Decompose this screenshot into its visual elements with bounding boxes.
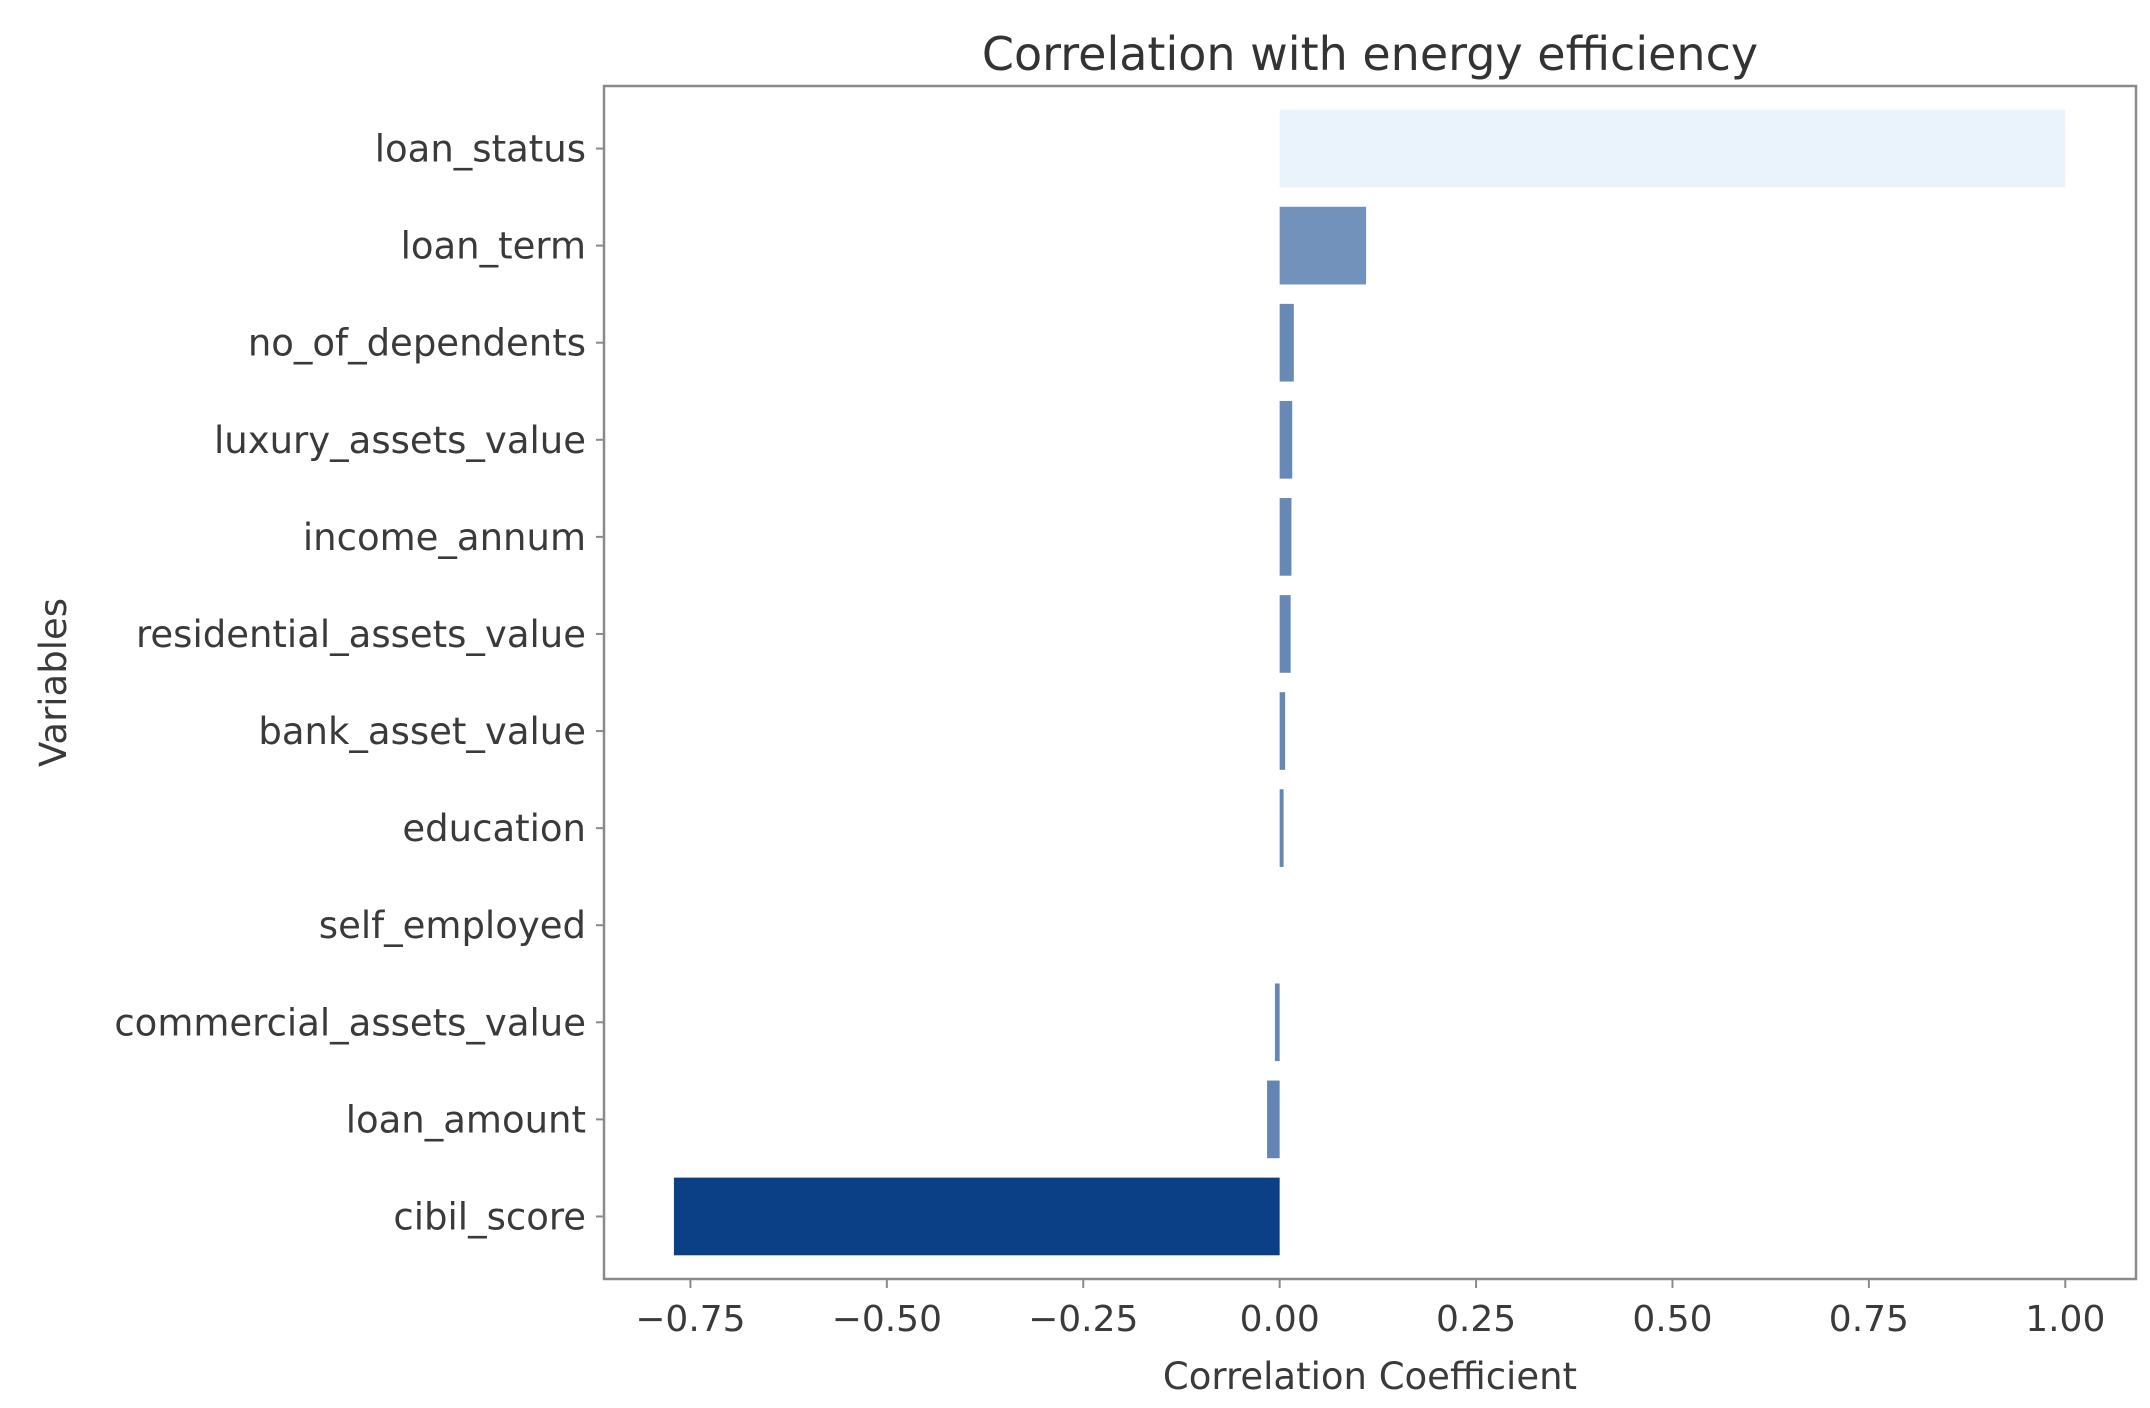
- y-tick-label: cibil_score: [393, 1195, 586, 1238]
- y-axis-title: Variables: [32, 598, 75, 767]
- y-axis: loan_status loan_term no_of_dependentsluxu…: [114, 128, 604, 1238]
- x-tick-label: 0.00: [1240, 1299, 1320, 1340]
- chart-title: Correlation with energy efficiency: [982, 27, 1758, 81]
- bar-bank-asset-value: [1279, 692, 1286, 770]
- y-tick-label: loan_status: [375, 128, 586, 171]
- x-tick-label: −0.25: [1028, 1299, 1138, 1340]
- y-tick-label: income_annum: [303, 516, 586, 559]
- bars-layer: [673, 109, 2066, 1256]
- y-tick-label: self_employed: [319, 904, 586, 947]
- y-tick-label: loan_term: [401, 225, 586, 268]
- bar-education: [1279, 789, 1284, 867]
- y-tick-label: residential_assets_value: [136, 613, 586, 656]
- y-tick-label: loan_amount: [346, 1098, 586, 1141]
- x-axis: −0.75 −0.50 −0.25 0.00 0.25 0.50 0.75 1.00: [635, 1279, 2105, 1340]
- bar-cibil-score: [673, 1177, 1280, 1256]
- x-axis-title: Correlation Coefficient: [1163, 1355, 1577, 1398]
- bar-luxury-assets-value: [1279, 400, 1293, 479]
- y-tick-label: commercial_assets_value: [114, 1001, 586, 1044]
- x-tick-label: 0.25: [1436, 1299, 1516, 1340]
- plot-frame: [602, 84, 2138, 1281]
- x-tick-label: 0.50: [1632, 1299, 1712, 1340]
- x-tick-label: 0.75: [1829, 1299, 1909, 1340]
- bar-no-of-dependents: [1279, 303, 1294, 382]
- x-tick-label: −0.50: [832, 1299, 942, 1340]
- x-tick-label: 1.00: [2025, 1299, 2105, 1340]
- y-tick-label: bank_asset_value: [258, 710, 586, 753]
- bar-residential-assets-value: [1279, 595, 1291, 673]
- y-tick-label: no_of_dependents: [248, 322, 586, 365]
- bar-loan-term: [1279, 206, 1367, 285]
- bar-income-annum: [1279, 498, 1292, 576]
- bar-loan-status: [1279, 109, 2066, 188]
- bar-commercial-assets-value: [1274, 983, 1280, 1062]
- x-tick-label: −0.75: [635, 1299, 745, 1340]
- bar-loan-amount: [1267, 1080, 1280, 1159]
- y-tick-label: luxury_assets_value: [214, 419, 586, 462]
- y-tick-label: education: [402, 807, 586, 850]
